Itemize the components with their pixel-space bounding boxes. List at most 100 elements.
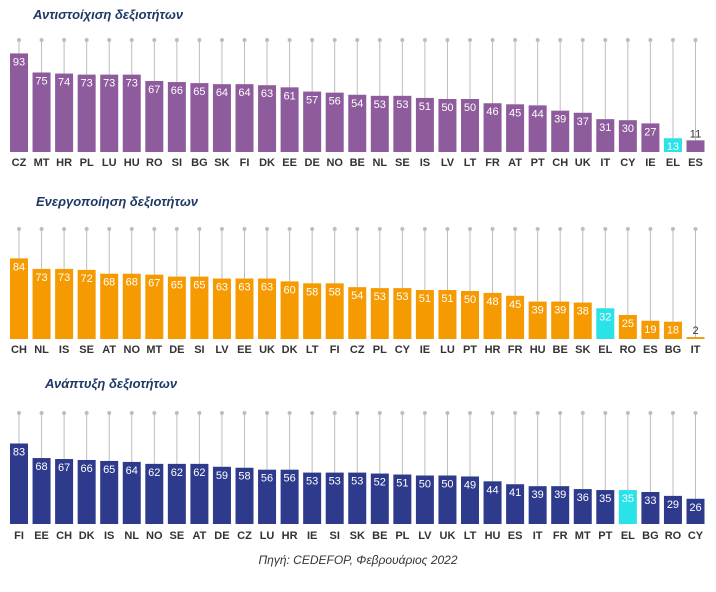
bar <box>32 268 51 339</box>
bar-stem-dot <box>39 227 44 231</box>
bar-value-label: 62 <box>193 467 205 479</box>
bar-value-label: 19 <box>644 324 656 336</box>
bar <box>77 74 96 152</box>
category-label: SE <box>170 530 185 542</box>
bar <box>348 287 367 339</box>
bar-value-label: 51 <box>419 101 431 113</box>
bar-stem-dot <box>580 227 585 231</box>
category-label: EL <box>621 530 635 542</box>
bar <box>686 337 705 339</box>
chart-panel-0: 93 CZ 75 MT 74 HR 73 PL 73 LU 73 HU 67 RO 66 SI 65 BG 64 SK… <box>10 38 705 169</box>
bar-value-label: 44 <box>532 108 544 120</box>
bar-stem-dot <box>513 38 518 42</box>
bar-stem-dot <box>107 38 112 42</box>
bar-value-label: 57 <box>306 95 318 107</box>
bar-stem-dot <box>62 227 67 231</box>
bar <box>348 94 367 152</box>
bar-value-label: 53 <box>329 476 341 488</box>
bar-value-label: 29 <box>667 499 679 511</box>
bar-stem-dot <box>693 411 698 415</box>
bar <box>212 278 231 339</box>
bar <box>596 308 615 339</box>
bar-value-label: 63 <box>238 282 250 294</box>
bar <box>10 53 28 152</box>
bar-stem-dot <box>17 38 21 42</box>
bar <box>122 74 141 152</box>
bar-stem-dot <box>670 227 675 231</box>
category-label: NO <box>326 157 343 169</box>
bar-value-label: 73 <box>103 78 115 90</box>
bar <box>32 458 51 524</box>
bar-stem-dot <box>625 411 630 415</box>
bar-value-label: 54 <box>351 98 363 110</box>
bar-value-label: 39 <box>554 489 566 501</box>
bar <box>618 120 637 152</box>
bar-value-label: 35 <box>599 493 611 505</box>
bar <box>641 320 660 339</box>
category-label: IS <box>420 157 430 169</box>
bar-value-label: 52 <box>374 477 386 489</box>
bar <box>483 292 502 339</box>
bar-value-label: 83 <box>13 446 25 458</box>
bar <box>551 486 570 524</box>
category-label: FI <box>330 344 340 356</box>
bar <box>528 301 547 339</box>
bar <box>325 92 344 152</box>
bar <box>641 491 660 524</box>
bar-stem-dot <box>377 227 382 231</box>
bar-value-label: 66 <box>171 85 183 97</box>
bar <box>551 301 570 339</box>
bar-stem-dot <box>152 411 157 415</box>
bar-stem-dot <box>670 411 675 415</box>
category-label: NO <box>124 344 141 356</box>
bar-stem-dot <box>558 38 563 42</box>
category-label: EE <box>282 157 297 169</box>
category-label: AT <box>102 344 116 356</box>
bar <box>506 104 525 152</box>
bar-value-label: 65 <box>103 464 115 476</box>
category-label: IE <box>420 344 430 356</box>
bar <box>122 461 141 524</box>
category-label: IS <box>59 344 69 356</box>
bar-stem-dot <box>445 227 450 231</box>
category-label: CZ <box>350 344 365 356</box>
category-label: HU <box>124 157 140 169</box>
bar-stem-dot <box>265 38 270 42</box>
bar-stem-dot <box>152 227 157 231</box>
bar <box>551 110 570 152</box>
chart-title-skills-development: Ανάπτυξη δεξιοτήτων <box>45 376 178 391</box>
bar-value-label: 63 <box>261 282 273 294</box>
bar-stem-dot <box>535 38 540 42</box>
bar-stem-dot <box>377 38 382 42</box>
bar-value-label: 30 <box>622 123 634 135</box>
bar-stem-dot <box>422 227 427 231</box>
bar-value-label: 53 <box>396 291 408 303</box>
bar <box>303 472 322 524</box>
bar-stem-dot <box>558 227 563 231</box>
bar <box>235 467 254 524</box>
category-label: IE <box>307 530 317 542</box>
category-label: FR <box>553 530 568 542</box>
bar-stem-dot <box>152 38 157 42</box>
bar <box>10 258 28 339</box>
bar <box>438 290 457 339</box>
category-label: BE <box>350 157 365 169</box>
bar-value-label: 63 <box>261 88 273 100</box>
bar-value-label: 51 <box>419 293 431 305</box>
category-label: SE <box>395 157 410 169</box>
category-label: IS <box>104 530 114 542</box>
bar <box>506 484 525 524</box>
category-label: SK <box>350 530 365 542</box>
bar-value-label: 50 <box>419 479 431 491</box>
category-label: CH <box>11 344 27 356</box>
bar-stem-dot <box>219 411 224 415</box>
bar-stem-dot <box>558 411 563 415</box>
bar-stem-dot <box>513 227 518 231</box>
bar <box>145 274 164 339</box>
bar-stem-dot <box>62 38 67 42</box>
source-note: Πηγή: CEDEFOP, Φεβρουάριος 2022 <box>258 553 458 567</box>
bar-value-label: 36 <box>577 492 589 504</box>
bar-stem-dot <box>310 38 315 42</box>
bar-stem-dot <box>107 411 112 415</box>
